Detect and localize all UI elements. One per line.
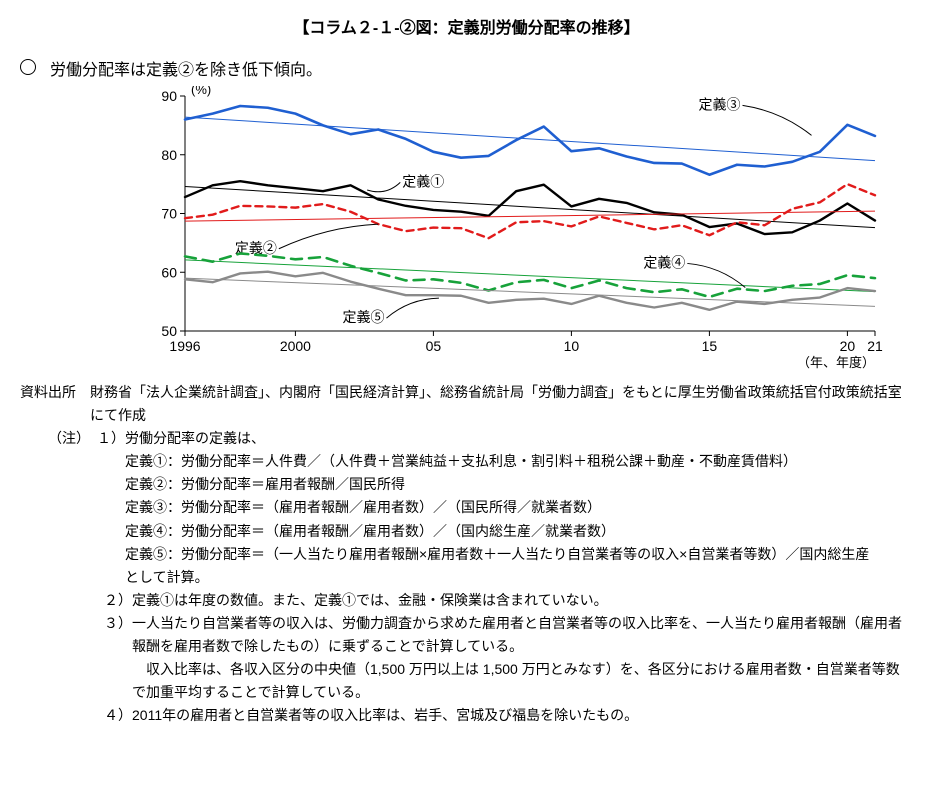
definition-line: 定義③：労働分配率＝（雇用者報酬／雇用者数）／（国民所得／就業者数） [125,496,913,519]
note-number: ２） [48,589,132,612]
line-chart: 50 60 70 80 90 (%) 1996 2000 05 10 15 20 21（年、年度） 定義③… [130,86,890,371]
note-text: 一人当たり自営業者等の収入は、労働力調査から求めた雇用者と自営業者等の収入比率を… [132,612,913,658]
definition-line: 定義②：労働分配率＝雇用者報酬／国民所得 [125,473,913,496]
note-body: 一人当たり自営業者等の収入は、労働力調査から求めた雇用者と自営業者等の収入比率を… [132,612,913,704]
svg-text:定義④: 定義④ [643,254,685,270]
note-number: ４） [48,704,132,727]
source-label: 資料出所 [20,381,90,427]
note-body: 定義①は年度の数値。また、定義①では、金融・保険業は含まれていない。 [132,589,913,612]
figure-title: 【コラム２-１-②図：定義別労働分配率の推移】 [20,14,913,38]
note-row: ２）定義①は年度の数値。また、定義①では、金融・保険業は含まれていない。 [20,589,913,612]
svg-text:70: 70 [161,206,177,222]
note-lead: 労働分配率の定義は、 [125,427,913,450]
svg-text:（年、年度）: （年、年度） [797,355,875,370]
note-number: （注） １） [48,427,125,589]
note-row: （注） １）労働分配率の定義は、定義①：労働分配率＝人件費／（人件費＋営業純益＋… [20,427,913,589]
svg-text:80: 80 [161,147,177,163]
note-tail: として計算。 [125,566,913,589]
svg-text:21: 21 [867,338,883,354]
svg-text:20: 20 [840,338,856,354]
svg-text:10: 10 [564,338,580,354]
svg-text:(%): (%) [191,86,211,97]
svg-text:定義③: 定義③ [699,96,741,112]
note-row: ４）2011年の雇用者と自営業者等の収入比率は、岩手、宮城及び福島を除いたもの。 [20,704,913,727]
note-row: ３）一人当たり自営業者等の収入は、労働力調査から求めた雇用者と自営業者等の収入比… [20,612,913,704]
definition-line: 定義⑤：労働分配率＝（一人当たり雇用者報酬×雇用者数＋一人当たり自営業者等の収入… [125,543,913,566]
note-text: 2011年の雇用者と自営業者等の収入比率は、岩手、宮城及び福島を除いたもの。 [132,704,913,727]
svg-text:定義⑤: 定義⑤ [342,309,384,325]
subtitle-row: 労働分配率は定義②を除き低下傾向。 [20,56,913,80]
svg-text:2000: 2000 [280,338,311,354]
svg-text:15: 15 [702,338,718,354]
svg-text:60: 60 [161,264,177,280]
svg-text:定義①: 定義① [402,173,444,189]
svg-text:1996: 1996 [169,338,200,354]
definition-line: 定義①：労働分配率＝人件費／（人件費＋営業純益＋支払利息・割引料＋租税公課＋動産… [125,450,913,473]
note-body: 労働分配率の定義は、定義①：労働分配率＝人件費／（人件費＋営業純益＋支払利息・割… [125,427,913,589]
chart-container: 50 60 70 80 90 (%) 1996 2000 05 10 15 20 21（年、年度） 定義③… [130,86,913,371]
note-number: ３） [48,612,132,704]
definition-line: 定義④：労働分配率＝（雇用者報酬／雇用者数）／（国内総生産／就業者数） [125,520,913,543]
subtitle: 労働分配率は定義②を除き低下傾向。 [50,56,322,80]
note-text: 定義①は年度の数値。また、定義①では、金融・保険業は含まれていない。 [132,589,913,612]
svg-text:90: 90 [161,88,177,104]
svg-text:05: 05 [426,338,442,354]
notes-block: 資料出所 財務省「法人企業統計調査」、内閣府「国民経済計算」、総務省統計局「労働… [20,381,913,727]
note-body: 2011年の雇用者と自営業者等の収入比率は、岩手、宮城及び福島を除いたもの。 [132,704,913,727]
bullet-icon [20,59,36,75]
note-text: 収入比率は、各収入区分の中央値（1,500 万円以上は 1,500 万円とみなす… [132,658,913,704]
source-text: 財務省「法人企業統計調査」、内閣府「国民経済計算」、総務省統計局「労働力調査」を… [90,381,913,427]
svg-text:50: 50 [161,323,177,339]
source-row: 資料出所 財務省「法人企業統計調査」、内閣府「国民経済計算」、総務省統計局「労働… [20,381,913,427]
